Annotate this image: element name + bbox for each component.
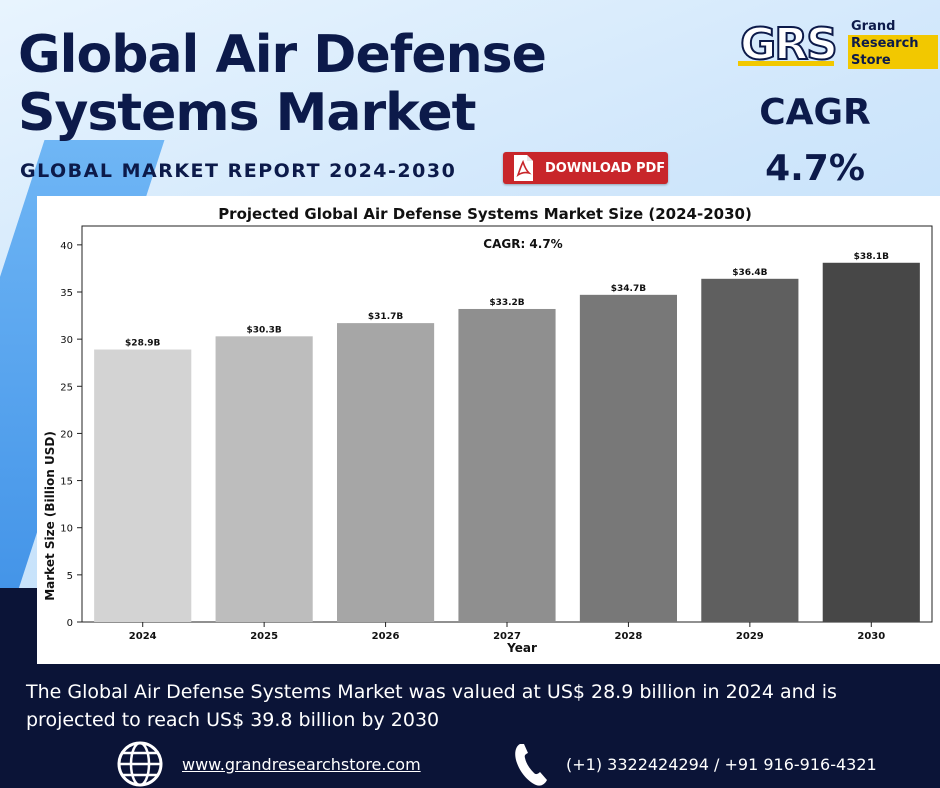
y-tick-label: 40: [60, 241, 73, 252]
x-tick-label: 2030: [857, 631, 885, 642]
bar-data-label: $34.7B: [611, 284, 646, 294]
y-tick-label: 15: [60, 477, 73, 488]
bar-data-label: $36.4B: [732, 268, 767, 278]
footer-website: www.grandresearchstore.com: [116, 740, 421, 788]
cagr-value: 4.7%: [765, 148, 865, 189]
download-pdf-label: DOWNLOAD PDF: [545, 160, 666, 176]
x-axis-label: Year: [506, 641, 537, 655]
logo-underline: [738, 61, 834, 66]
x-tick-label: 2026: [372, 631, 400, 642]
y-tick-label: 20: [60, 429, 73, 440]
globe-icon: [117, 741, 163, 787]
market-description: The Global Air Defense Systems Market wa…: [26, 681, 837, 731]
logo-wordmark: Grand Research Store: [848, 18, 938, 69]
phone-icon: [515, 744, 547, 786]
y-tick-label: 35: [60, 288, 73, 299]
bar-data-label: $38.1B: [854, 252, 889, 262]
report-subtitle: GLOBAL MARKET REPORT 2024-2030: [20, 160, 457, 182]
logo-word-store: Store: [848, 52, 938, 69]
x-tick-label: 2029: [736, 631, 764, 642]
y-tick-label: 30: [60, 335, 73, 346]
y-tick-label: 0: [67, 618, 73, 629]
cagr-label: CAGR: [759, 92, 871, 133]
chart-annotation: CAGR: 4.7%: [483, 237, 562, 251]
logo-word-research: Research: [848, 35, 938, 52]
logo-mark: GRS: [732, 18, 844, 71]
page-title: Global Air Defense Systems Market: [18, 25, 547, 143]
y-axis-label: Market Size (Billion USD): [43, 431, 57, 601]
bar-data-label: $28.9B: [125, 339, 160, 349]
logo-word-grand: Grand: [851, 19, 896, 34]
bar: [215, 336, 313, 622]
x-tick-label: 2025: [250, 631, 278, 642]
bar: [822, 262, 920, 622]
chart-card: Projected Global Air Defense Systems Mar…: [37, 196, 940, 664]
download-pdf-button[interactable]: DOWNLOAD PDF: [503, 152, 668, 184]
y-tick-label: 10: [60, 524, 73, 535]
bar-data-label: $33.2B: [489, 298, 524, 308]
x-tick-label: 2028: [615, 631, 643, 642]
bar: [458, 308, 556, 622]
company-logo: GRS Grand Research Store: [732, 18, 938, 72]
x-tick-label: 2027: [493, 631, 521, 642]
bar-data-label: $30.3B: [246, 325, 281, 335]
bar: [579, 294, 677, 622]
bar: [337, 323, 435, 622]
phone-numbers: (+1) 3322424294 / +91 916-916-4321: [566, 754, 877, 774]
bar: [94, 349, 192, 622]
bar: [701, 278, 799, 622]
footer-phone: (+1) 3322424294 / +91 916-916-4321: [512, 740, 877, 788]
pdf-icon: [509, 152, 537, 184]
y-tick-label: 25: [60, 382, 73, 393]
website-link[interactable]: www.grandresearchstore.com: [182, 754, 421, 774]
y-tick-label: 5: [67, 571, 73, 582]
bar-data-label: $31.7B: [368, 312, 403, 322]
x-tick-label: 2024: [129, 631, 157, 642]
chart-title: Projected Global Air Defense Systems Mar…: [218, 205, 752, 223]
bar-chart: Projected Global Air Defense Systems Mar…: [43, 205, 933, 655]
